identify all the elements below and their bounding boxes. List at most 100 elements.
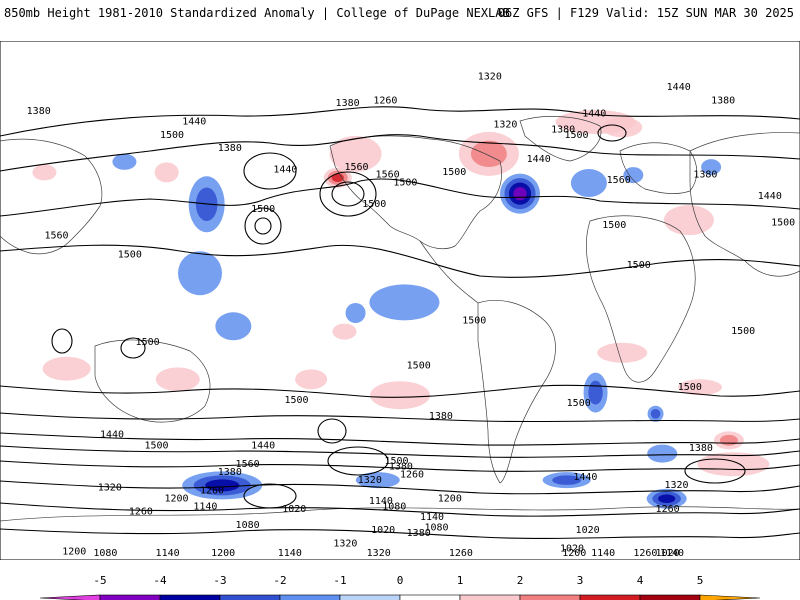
contour-label: 1200 [62,546,86,557]
contour-line [0,460,800,472]
anomaly-blob [355,472,400,489]
anomaly-blob [470,140,507,168]
colorbar-segment [339,594,401,600]
contour-label: 1260 [373,95,397,106]
contour-high-center [327,446,389,476]
contour-label: 1500 [284,395,308,406]
contour-label: 1140 [420,512,444,523]
contour-label: 1200 [438,493,462,504]
contour-high-center [243,152,297,190]
contour-line [0,445,800,458]
colorbar-tick: 5 [697,574,704,587]
contour-label: 1380 [218,143,242,154]
contour-label: 1020 [371,525,395,536]
contour-label: 1200 [562,548,586,559]
contour-label: 1260 [633,548,657,559]
contour-line [0,106,800,137]
contour-label: 1320 [358,475,382,486]
contour-label: 1440 [573,472,597,483]
contour-low-center [243,483,297,509]
contour-label: 1200 [211,548,235,559]
contour-label: 1500 [731,326,755,337]
colorbar-tick: -5 [93,574,106,587]
colorbar-tick-labels: -5 -4 -3 -2 -1 0 1 2 3 4 5 [93,574,703,587]
coastline-africa [586,215,696,383]
anomaly-blob [552,475,582,485]
contour-label: 1500 [118,249,142,260]
anomaly-blob [697,452,770,477]
contour-label: 1020 [656,548,680,559]
contour-line [0,502,800,517]
coastline-europe [619,142,698,194]
colorbar-segment [219,594,281,600]
contour-label: 1560 [344,162,368,173]
coastline-antarctica [0,506,800,522]
contour-line [0,384,800,398]
colorbar-segments [39,594,761,600]
contour-label: 1500 [144,440,168,451]
contour-label: 1380 [693,170,717,181]
contour-label: 1500 [462,316,486,327]
contour-label: 1440 [582,109,606,120]
contour-line [0,178,800,217]
contour-label: 1500 [160,130,184,141]
contour-line [0,480,800,495]
contour-label: 1560 [607,175,631,186]
anomaly-blob [719,434,738,446]
contour-line [0,244,800,278]
map-panel[interactable]: 1320 1440 1380 1380 1440 1500 1380 1440 1380 1260… [0,41,800,560]
contour-low-center [597,124,627,142]
colorbar-tick: -1 [333,574,346,587]
contour-label: 1500 [627,260,651,271]
contour-label: 1440 [758,191,782,202]
anomaly-blob [647,444,678,463]
contour-line [0,432,800,446]
anomaly-blob [32,164,57,181]
contour-label: 1020 [560,544,584,555]
contour-label: 1140 [660,548,684,559]
height-contour-layer [0,106,800,539]
anomaly-blob [370,381,430,410]
contour-label: 1260 [449,548,473,559]
contour-low-center [51,328,73,354]
contour-label: 1380 [551,125,575,136]
contour-label: 1440 [100,430,124,441]
coastline-south-america [477,300,556,484]
contour-label: 1080 [236,520,260,531]
anomaly-blob [597,342,648,363]
contour-label: 1500 [567,398,591,409]
contour-label: 1140 [193,501,217,512]
contour-label: 1440 [527,154,551,165]
colorbar-segment [639,594,701,600]
anomaly-blob [295,369,328,390]
contour-label: 1140 [278,548,302,559]
colorbar-segment [579,594,641,600]
contour-label-layer: 1320 1440 1380 1380 1440 1500 1380 1440 1380 1260… [27,72,796,559]
coastline-asia [689,132,800,277]
colorbar-segment [99,594,161,600]
contour-label: 1140 [591,548,615,559]
anomaly-blob [331,173,344,183]
contour-line [0,134,800,172]
coastline-layer [0,116,800,522]
anomaly-blob [701,159,722,176]
contour-label: 1380 [389,462,413,473]
contour-low-center [254,217,272,235]
anomaly-blob [658,494,676,503]
contour-label: 1320 [367,548,391,559]
contour-label: 1560 [376,170,400,181]
contour-label: 1500 [407,361,431,372]
contour-label: 1560 [44,231,68,242]
map-title: 850mb Height 1981-2010 Standardized Anom… [4,6,510,20]
anomaly-blob [332,323,357,340]
contour-label: 1080 [93,548,117,559]
contour-label: 1020 [576,525,600,536]
colorbar-legend: -5 -4 -3 -2 -1 0 1 2 3 4 5 [39,574,761,600]
contour-low-center [120,337,146,359]
contour-low-center [319,171,377,217]
anomaly-blob [570,169,607,198]
coastline-central-america [419,240,479,304]
contour-label: 1500 [771,217,795,228]
coastline-north-america [329,135,502,250]
colorbar-segment [459,594,521,600]
